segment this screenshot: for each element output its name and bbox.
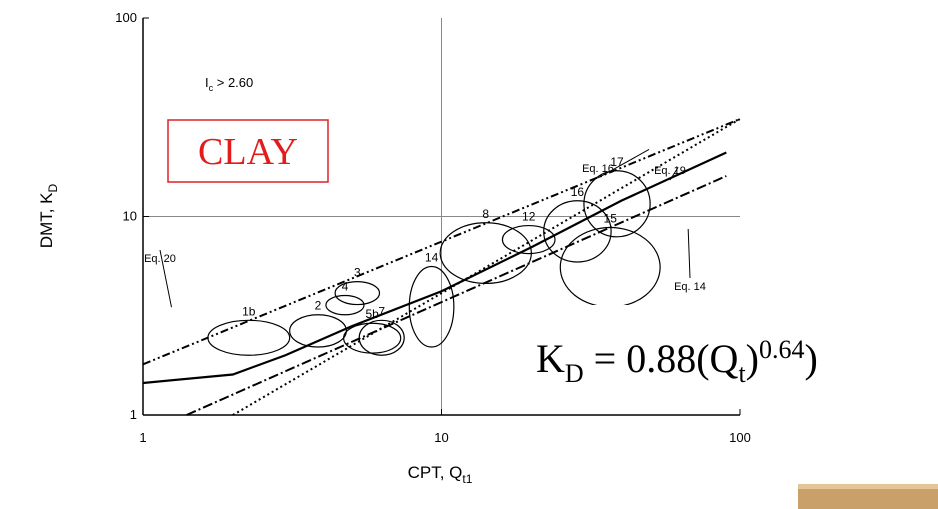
leader-line <box>687 228 691 279</box>
ic-sub: c <box>209 83 214 93</box>
series-line <box>142 151 727 385</box>
clay-label: CLAY <box>198 131 298 173</box>
region-label: 8 <box>482 207 489 221</box>
data-region <box>325 294 365 316</box>
region-label: 15 <box>604 212 618 226</box>
ic-label: Ic > 2.60 <box>205 75 253 93</box>
leader-line <box>669 166 679 181</box>
series-label: Eq. 16 <box>582 163 614 175</box>
formula-sup: 0.64 <box>759 335 805 364</box>
leader-line <box>159 249 172 308</box>
x-tick-label: 10 <box>434 430 448 445</box>
formula-part: ) <box>746 336 759 381</box>
y-label-main: DMT, K <box>37 192 56 248</box>
ic-rest: > 2.60 <box>213 75 253 90</box>
y-tick-label: 100 <box>115 10 137 25</box>
x-tick-label: 100 <box>729 430 751 445</box>
data-region <box>207 319 291 356</box>
formula-sub: D <box>565 359 584 388</box>
series-label: Eq. 14 <box>674 281 706 293</box>
data-region <box>408 265 455 348</box>
series-label: Eq. 20 <box>144 253 176 265</box>
region-label: 1b <box>242 304 256 318</box>
formula-box <box>520 305 742 405</box>
y-tick-label: 1 <box>130 407 137 422</box>
formula-sub: t <box>738 359 746 388</box>
region-label: 4 <box>342 279 349 293</box>
region-label: 16 <box>571 185 585 199</box>
region-label: 7 <box>378 304 385 318</box>
corner-image-edge <box>798 484 938 489</box>
data-region <box>334 280 381 306</box>
data-region <box>543 200 612 263</box>
formula-part: K <box>536 336 565 381</box>
region-label: 3 <box>354 266 361 280</box>
leader-line <box>597 149 650 179</box>
y-label-sub: D <box>46 183 60 192</box>
region-label: 12 <box>522 210 536 224</box>
formula: KD = 0.88(Qt)0.64) <box>536 335 818 388</box>
data-region <box>358 319 405 356</box>
data-region <box>583 170 651 238</box>
y-axis-label: DMT, KD <box>37 183 60 248</box>
series-line <box>186 175 727 416</box>
series-label: Eq. 19 <box>654 165 686 177</box>
formula-part: ) <box>805 336 818 381</box>
region-label: 14 <box>425 250 439 264</box>
x-label-sub: t1 <box>462 472 472 486</box>
data-region <box>343 322 402 354</box>
x-tick-label: 1 <box>139 430 146 445</box>
data-region <box>501 224 556 255</box>
series-line <box>142 118 741 366</box>
x-axis-label: CPT, Qt1 <box>408 463 473 486</box>
x-label-main: CPT, Q <box>408 463 463 482</box>
data-region <box>289 314 347 348</box>
formula-part: = 0.88(Q <box>584 336 739 381</box>
ic-main: I <box>205 75 209 90</box>
clay-box <box>167 119 329 183</box>
region-label: 2 <box>315 299 322 313</box>
y-tick-label: 10 <box>123 209 137 224</box>
